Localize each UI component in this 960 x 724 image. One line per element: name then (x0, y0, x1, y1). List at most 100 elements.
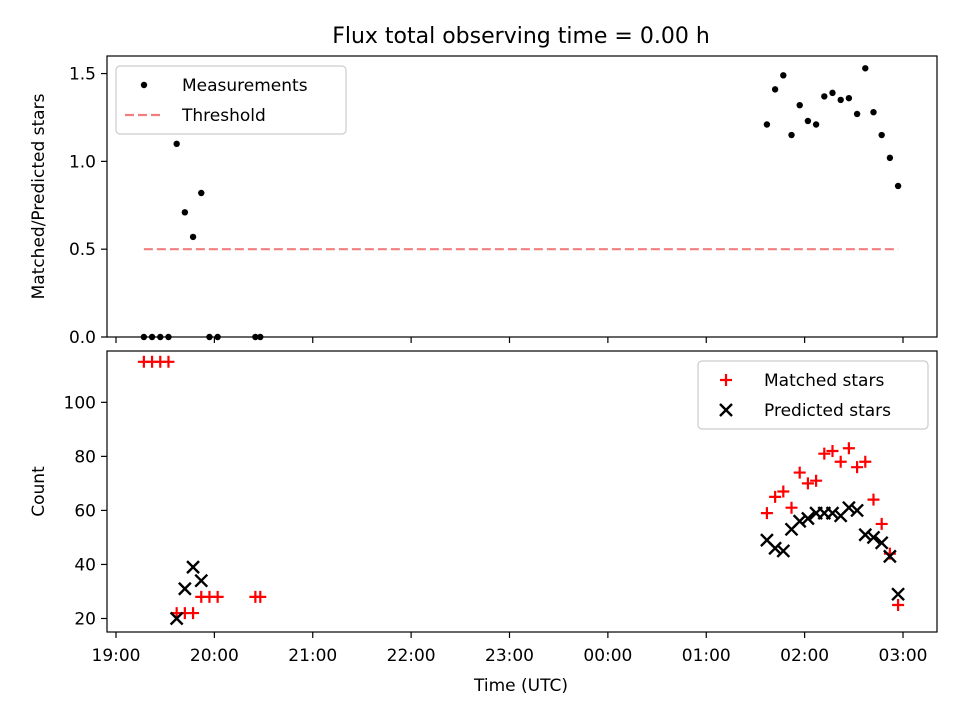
legend-label: Measurements (182, 76, 308, 96)
x-tick-label: 20:00 (190, 646, 239, 666)
data-point (793, 466, 806, 479)
axes-frame (106, 55, 938, 338)
axes-frame (106, 350, 938, 633)
data-point (892, 598, 905, 611)
subplot-1: 0.0 0.5 1.0 1.5 Matched/Predicted stars Measu… (29, 55, 938, 348)
data-point (845, 94, 853, 102)
legend-box (115, 65, 347, 135)
x-tick-label: 03:00 (879, 646, 928, 666)
data-point (776, 544, 791, 558)
x-tick-label: 19:00 (92, 646, 141, 666)
data-point (162, 355, 175, 368)
data-point (874, 535, 889, 550)
y-tick-label: 40 (74, 555, 96, 575)
data-point (763, 121, 771, 128)
data-point (891, 587, 905, 602)
x-tick-label: 22:00 (387, 646, 436, 666)
data-point (760, 507, 773, 520)
legend-box (697, 360, 929, 430)
legend-swatch (719, 403, 733, 417)
data-point (837, 96, 844, 104)
y-tick-label: 20 (74, 609, 96, 629)
data-point (769, 490, 782, 503)
y-tick-label: 0.0 (69, 328, 96, 348)
data-point (140, 333, 148, 341)
data-point (867, 493, 880, 506)
plot-area: 0.0 0.5 1.0 1.5 Matched/Predicted stars Measu… (29, 55, 938, 666)
data-point (178, 581, 192, 596)
data-point (870, 109, 877, 116)
x-tick-label: 01:00 (682, 646, 731, 666)
data-point (187, 607, 200, 620)
data-point (777, 485, 790, 498)
y-tick-label: 60 (74, 501, 96, 521)
data-point (875, 517, 888, 530)
data-point (878, 131, 885, 139)
legend-label: Predicted stars (764, 401, 891, 421)
series-measurements (140, 65, 902, 341)
data-point (780, 72, 787, 79)
data-point (842, 442, 855, 455)
data-point (785, 501, 798, 514)
data-point (198, 189, 205, 197)
subplot-2: 19:00 20:00 21:00 22:00 23:00 00:00 01:00 02:00… (29, 350, 938, 666)
data-point (851, 461, 864, 474)
x-tick-label: 21:00 (288, 646, 337, 666)
data-point (257, 333, 264, 341)
legend-swatch (720, 374, 732, 386)
data-point (165, 333, 172, 341)
data-point (206, 333, 213, 341)
data-point (818, 447, 831, 460)
legend-label: Matched stars (764, 371, 884, 391)
chart-title: Flux total observing time = 0.00 h (332, 24, 710, 49)
data-point (792, 514, 807, 529)
data-point (801, 511, 815, 526)
data-point (853, 110, 861, 118)
data-point (842, 500, 856, 515)
legend: Measurements Threshold (115, 65, 347, 135)
data-point (796, 101, 803, 109)
data-point (850, 503, 864, 518)
data-point (186, 560, 200, 575)
data-point (859, 455, 872, 468)
y-axis-label: Count (29, 466, 49, 517)
data-point (771, 86, 779, 93)
data-point (173, 140, 180, 148)
data-point (254, 590, 267, 603)
x-tick-label: 00:00 (583, 646, 632, 666)
data-point (788, 131, 795, 139)
series-predicted-stars (169, 500, 905, 626)
data-point (886, 154, 894, 162)
x-axis-label: Time (UTC) (473, 676, 568, 696)
data-point (829, 89, 836, 97)
data-point (826, 444, 839, 457)
y-tick-label: 1.0 (69, 152, 96, 172)
data-point (812, 121, 820, 128)
legend-label: Threshold (181, 106, 266, 126)
y-tick-label: 1.5 (69, 65, 96, 85)
data-point (834, 455, 847, 468)
x-tick-label: 23:00 (485, 646, 534, 666)
data-point (214, 333, 221, 341)
y-axis-label: Matched/Predicted stars (29, 93, 49, 299)
data-point (181, 209, 189, 216)
data-point (211, 590, 224, 603)
data-point (858, 527, 873, 542)
x-tick-label: 02:00 (780, 646, 829, 666)
data-point (883, 549, 897, 564)
legend-swatch (140, 81, 148, 89)
data-point (252, 333, 259, 341)
data-point (189, 233, 197, 241)
data-point (169, 611, 184, 626)
data-point (768, 541, 782, 556)
data-point (801, 477, 814, 490)
data-point (804, 117, 812, 125)
data-point (866, 530, 881, 545)
y-tick-label: 100 (64, 393, 96, 413)
legend: Matched stars Predicted stars (697, 360, 929, 430)
data-point (148, 333, 156, 341)
data-point (157, 333, 164, 341)
data-point (194, 573, 209, 588)
